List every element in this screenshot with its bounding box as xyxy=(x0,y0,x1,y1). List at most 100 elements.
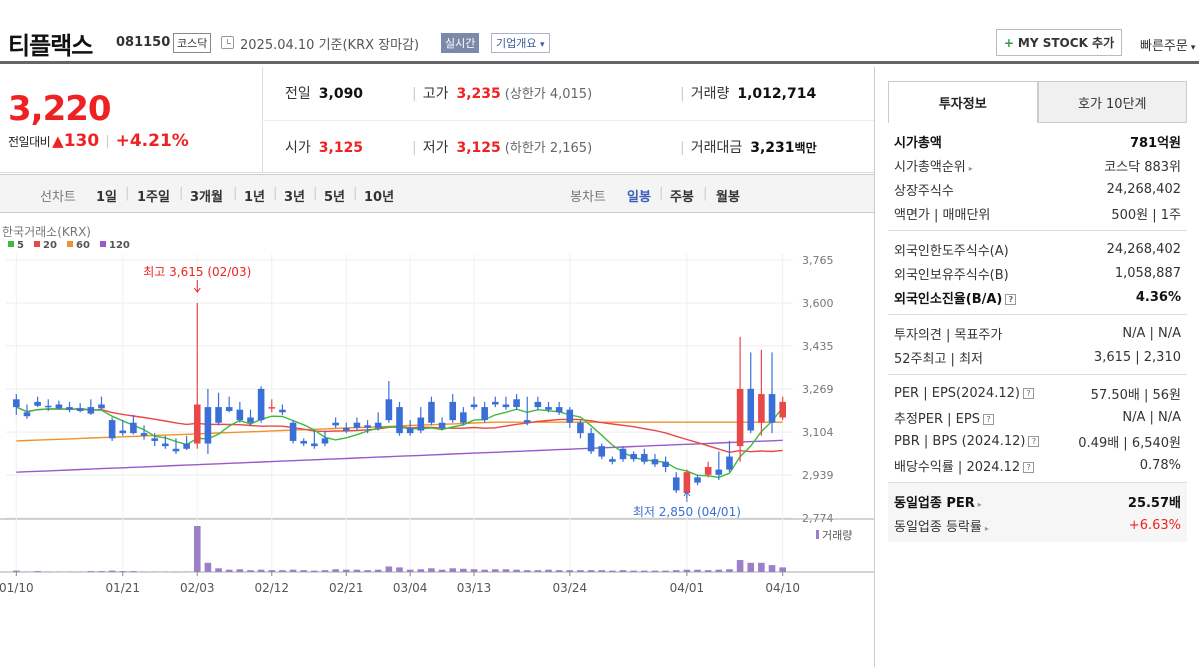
volume-bar xyxy=(417,569,425,572)
divider: | xyxy=(412,140,417,156)
volume-bar xyxy=(502,569,510,572)
candle-body xyxy=(257,388,265,421)
help-icon[interactable]: ? xyxy=(1028,435,1040,447)
volume-bar xyxy=(662,570,669,572)
divider: | xyxy=(353,186,358,201)
stat-high: | 고가 3,235 (상한가 4,015) xyxy=(412,83,592,103)
info-value: 0.78% xyxy=(1139,457,1181,473)
info-label: 투자의견 | 목표주가 xyxy=(894,327,1003,343)
info-section-valuation: PER | EPS(2024.12)? 57.50배 | 56원 추정PER | E… xyxy=(888,375,1187,483)
candle-body xyxy=(726,456,733,470)
ma120-line xyxy=(16,439,783,473)
tab-1w[interactable]: 1주일 xyxy=(137,190,170,205)
candle-body xyxy=(630,453,637,460)
info-value: N/A | N/A xyxy=(1122,325,1181,341)
volume-bar xyxy=(736,560,744,572)
realtime-button[interactable]: 실시간 xyxy=(441,33,480,53)
quick-order-label: 빠른주문 xyxy=(1140,39,1188,54)
volume-bar xyxy=(598,570,606,572)
candle-body xyxy=(162,443,169,447)
candle-body xyxy=(545,407,552,410)
candle-body xyxy=(577,422,584,434)
tab-3m[interactable]: 3개월 xyxy=(190,190,223,205)
candle-body xyxy=(460,412,467,423)
help-icon[interactable]: ? xyxy=(1022,387,1034,399)
volume-bar xyxy=(534,570,542,572)
add-mystock-button[interactable]: + MY STOCK 추가 xyxy=(996,29,1122,56)
tab-1d[interactable]: 1일 xyxy=(96,190,118,205)
x-tick-label: 04/10 xyxy=(765,581,800,595)
info-label: 추정PER | EPS? xyxy=(894,408,994,427)
tab-monthly[interactable]: 월봉 xyxy=(716,190,740,205)
tab-daily[interactable]: 일봉 xyxy=(627,190,651,205)
info-tabs: 투자정보 호가 10단계 xyxy=(888,81,1187,123)
tab-orderbook[interactable]: 호가 10단계 xyxy=(1037,81,1187,123)
volume-bar xyxy=(225,569,233,572)
tab-3y[interactable]: 3년 xyxy=(284,190,306,205)
candle-body xyxy=(236,409,244,421)
candle-body xyxy=(385,399,393,421)
candle-body xyxy=(491,401,499,405)
up-arrow-icon: ▲ xyxy=(52,132,64,150)
candle-body xyxy=(87,407,95,414)
volume-bar xyxy=(747,562,755,572)
high-arrow xyxy=(193,287,201,293)
price-chart[interactable]: 한국거래소(KRX) 5 20 60 120 3,765 3,600 3,435 3,269 3,… xyxy=(0,214,874,604)
divider: | xyxy=(412,86,417,102)
volume-bar xyxy=(236,569,244,572)
candle-body xyxy=(247,417,254,423)
tab-invest-info[interactable]: 투자정보 xyxy=(888,81,1038,123)
tab-weekly[interactable]: 주봉 xyxy=(670,190,694,205)
volume-bar xyxy=(513,569,520,572)
price-change: 전일대비 ▲ 130 | +4.21% xyxy=(8,131,189,151)
tab-1y[interactable]: 1년 xyxy=(244,190,266,205)
chevron-right-icon[interactable]: ▸ xyxy=(968,163,973,173)
info-label: PBR | BPS (2024.12)? xyxy=(894,434,1040,449)
candle-body xyxy=(44,405,52,408)
volume-bar xyxy=(672,570,680,572)
candle-body xyxy=(66,407,73,410)
info-value: 24,268,402 xyxy=(1106,181,1181,197)
help-icon[interactable]: ? xyxy=(982,413,994,425)
info-label: 동일업종 등락률 ▸ xyxy=(894,519,989,535)
info-section-foreign: 외국인한도주식수(A) 24,268,402 외국인보유주식수(B) 1,058,88… xyxy=(888,231,1187,315)
volume-bar xyxy=(268,570,276,572)
y-tick-label: 3,269 xyxy=(802,383,834,396)
tab-10y[interactable]: 10년 xyxy=(364,190,395,205)
x-tick-label: 03/04 xyxy=(393,581,428,595)
volume-bar xyxy=(566,570,574,572)
legend-label: 20 xyxy=(43,240,57,251)
stat-value: 3,231 xyxy=(750,140,795,156)
candle-body xyxy=(449,401,457,421)
info-label: 외국인보유주식수(B) xyxy=(894,267,1009,283)
invest-info-panel: 투자정보 호가 10단계 시가총액 781억원 시가총액순위 ▸ 코스닥 883위 상장주… xyxy=(874,67,1199,667)
candle-body xyxy=(672,477,680,491)
company-info-label: 기업개요 xyxy=(496,37,537,50)
candle-body xyxy=(481,407,488,421)
info-row: 52주최고 | 최저 3,615 | 2,310 xyxy=(894,345,1181,369)
stat-value: 1,012,714 xyxy=(737,86,817,102)
divider: | xyxy=(680,86,685,102)
divider: | xyxy=(703,186,708,201)
info-label: 상장주식수 xyxy=(894,183,954,199)
quick-order-button[interactable]: 빠른주문 ▾ xyxy=(1140,35,1195,54)
help-icon[interactable]: ? xyxy=(1023,461,1035,473)
info-label: 시가총액순위 ▸ xyxy=(894,159,973,175)
volume-bar xyxy=(758,562,765,572)
volume-bar xyxy=(321,570,329,572)
candle-body xyxy=(779,401,786,418)
stock-name: 티플랙스 xyxy=(8,32,93,60)
chevron-right-icon[interactable]: ▸ xyxy=(977,499,982,509)
chevron-right-icon[interactable]: ▸ xyxy=(984,523,989,533)
company-info-button[interactable]: 기업개요 ▾ xyxy=(491,33,550,53)
candle-body xyxy=(342,427,350,431)
current-price: 3,220 xyxy=(8,89,112,129)
help-icon[interactable]: ? xyxy=(1005,293,1017,305)
candle-body xyxy=(396,407,403,434)
stat-label: 저가 xyxy=(422,140,449,156)
info-label: 외국인한도주식수(A) xyxy=(894,243,1009,259)
volume-bar xyxy=(130,571,137,572)
candle-body xyxy=(34,401,41,406)
plus-icon: + xyxy=(1003,35,1014,50)
tab-5y[interactable]: 5년 xyxy=(324,190,346,205)
